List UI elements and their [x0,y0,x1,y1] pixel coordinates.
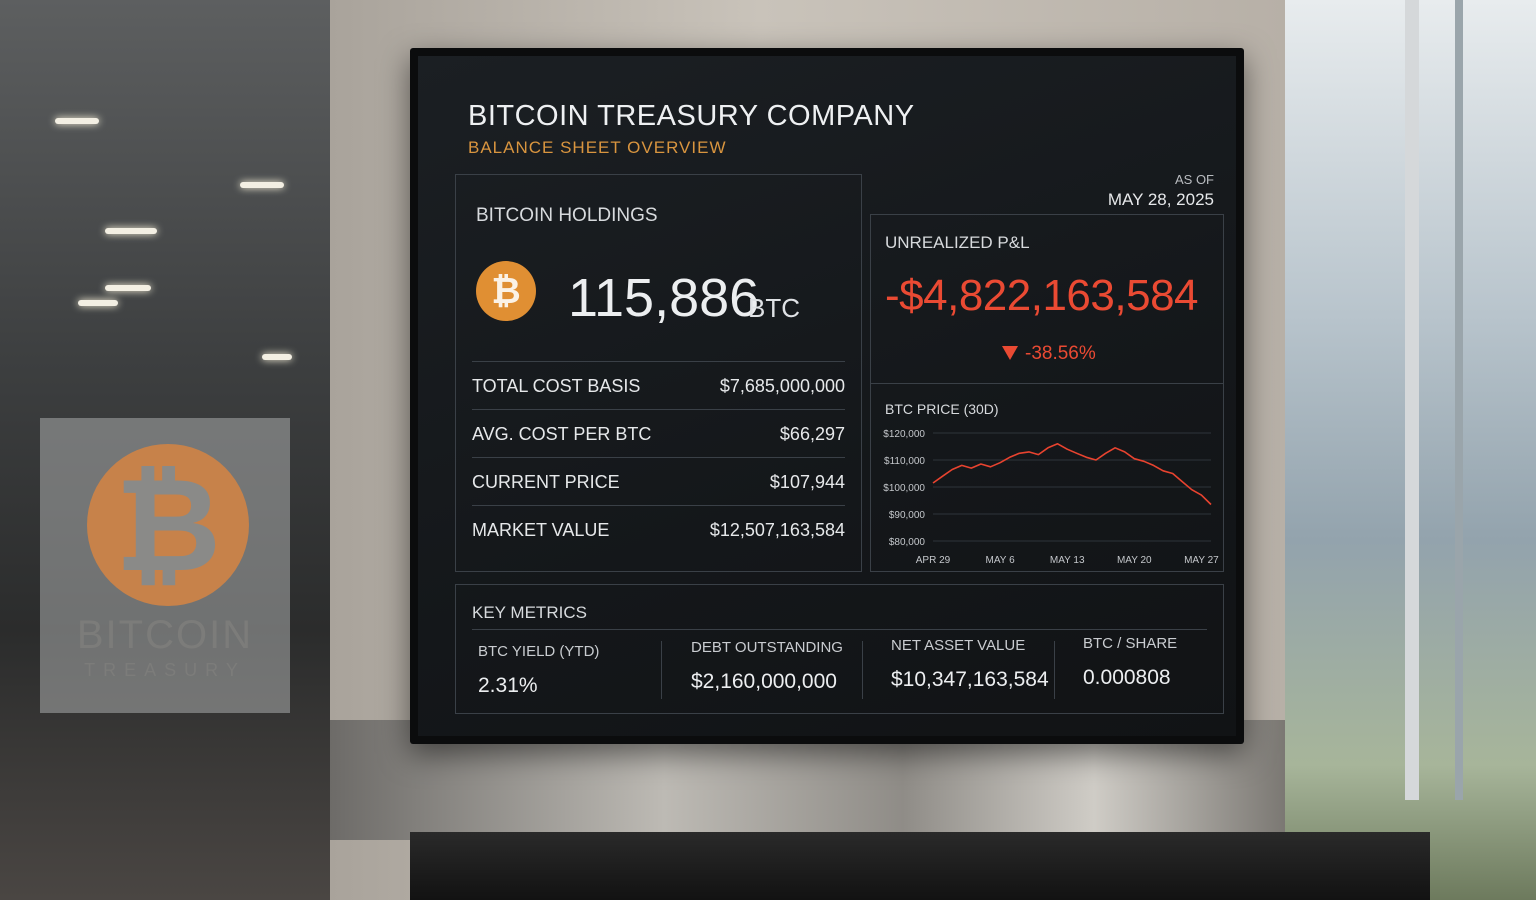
metric-label: BTC / SHARE [1083,635,1178,652]
ceiling-light [55,118,99,124]
holding-row: CURRENT PRICE $107,944 [472,457,845,506]
row-value: $66,297 [779,423,845,444]
row-label: MARKET VALUE [472,519,610,540]
metric-value: $2,160,000,000 [691,670,837,693]
metric-label: BTC YIELD (YTD) [478,643,600,660]
x-tick-label: MAY 27 [1184,555,1219,566]
ceiling-light [105,285,151,291]
row-label: AVG. COST PER BTC [472,423,652,444]
holding-row: TOTAL COST BASIS $7,685,000,000 [472,361,845,410]
row-value: $12,507,163,584 [709,519,845,540]
divider [472,629,1207,630]
panel-title: BITCOIN HOLDINGS [476,205,658,226]
metric: DEBT OUTSTANDING $2,160,000,000 [691,639,843,701]
x-tick-label: MAY 6 [986,555,1016,566]
ceiling-light [262,354,292,360]
separator [1054,641,1055,699]
y-tick-label: $90,000 [889,510,926,521]
separator [862,641,863,699]
metric-value: 0.000808 [1083,666,1171,689]
metric-value: 2.31% [478,674,538,697]
btc-amount: 115,886 [568,268,760,328]
ceiling-light [105,228,157,234]
y-tick-label: $120,000 [883,429,925,440]
x-tick-label: APR 29 [916,555,951,566]
holding-row: MARKET VALUE $12,507,163,584 [472,505,845,554]
row-label: CURRENT PRICE [472,471,620,492]
y-tick-label: $110,000 [884,456,925,467]
down-arrow [1002,346,1018,360]
divider [871,383,1223,384]
logo-coin: ₿ [87,444,249,606]
btc-unit: BTC [748,293,800,323]
holding-row: AVG. COST PER BTC $66,297 [472,409,845,458]
window-frame [1455,0,1463,800]
row-value: $7,685,000,000 [719,375,845,396]
x-tick-label: MAY 20 [1117,555,1152,566]
pnl-value: -$4,822,163,584 [885,271,1199,320]
window [1285,0,1536,900]
metrics-panel: KEY METRICS BTC YIELD (YTD) 2.31% DEBT OU… [455,584,1224,714]
pnl-panel: UNREALIZED P&L -$4,822,163,584 -38.56% B… [870,214,1224,572]
window-frame [1405,0,1419,800]
ceiling-light [78,300,118,306]
logo-symbol: ₿ [115,452,221,598]
as-of-label: AS OF [1174,172,1214,187]
down-arrow-shape [1002,346,1018,360]
row-label: TOTAL COST BASIS [472,375,641,396]
row-value: $107,944 [769,471,845,492]
logo-tagline: TREASURY [84,660,246,680]
y-tick-label: $80,000 [889,537,926,548]
price-line [932,443,1212,506]
metric: BTC / SHARE 0.000808 [1083,635,1177,697]
pnl-change: -38.56% [1025,343,1096,364]
holdings-panel: BITCOIN HOLDINGS ₿ 115,886 BTC TOTAL COS… [455,174,862,572]
metric-value: $10,347,163,584 [891,668,1049,691]
panel-title: KEY METRICS [472,603,587,622]
counter [410,832,1430,900]
y-tick-label: $100,000 [883,483,925,494]
x-tick-label: MAY 13 [1050,555,1085,566]
display-screen: BITCOIN TREASURY COMPANY BALANCE SHEET O… [410,48,1244,744]
btc-coin: ₿ [476,261,536,321]
ceiling-light [240,182,284,188]
metric-label: DEBT OUTSTANDING [691,639,843,656]
metric-label: NET ASSET VALUE [891,637,1026,654]
coin-symbol: ₿ [491,270,521,311]
chart-title: BTC PRICE (30D) [885,401,999,417]
dashboard-subtitle: BALANCE SHEET OVERVIEW [468,138,727,157]
metric: BTC YIELD (YTD) 2.31% [478,643,599,705]
logo-name: BITCOIN [76,613,254,657]
price-chart: $80,000 $90,000 $100,000 $110,000 $120,000 AP… [883,429,1219,566]
metric: NET ASSET VALUE $10,347,163,584 [891,637,1049,699]
dashboard: BITCOIN TREASURY COMPANY BALANCE SHEET O… [418,56,1236,736]
as-of-date: MAY 28, 2025 [1107,190,1214,209]
separator [661,641,662,699]
dashboard-title: BITCOIN TREASURY COMPANY [468,100,915,132]
glass-logo-panel: ₿ BITCOIN TREASURY [40,418,290,713]
panel-title: UNREALIZED P&L [885,233,1030,252]
